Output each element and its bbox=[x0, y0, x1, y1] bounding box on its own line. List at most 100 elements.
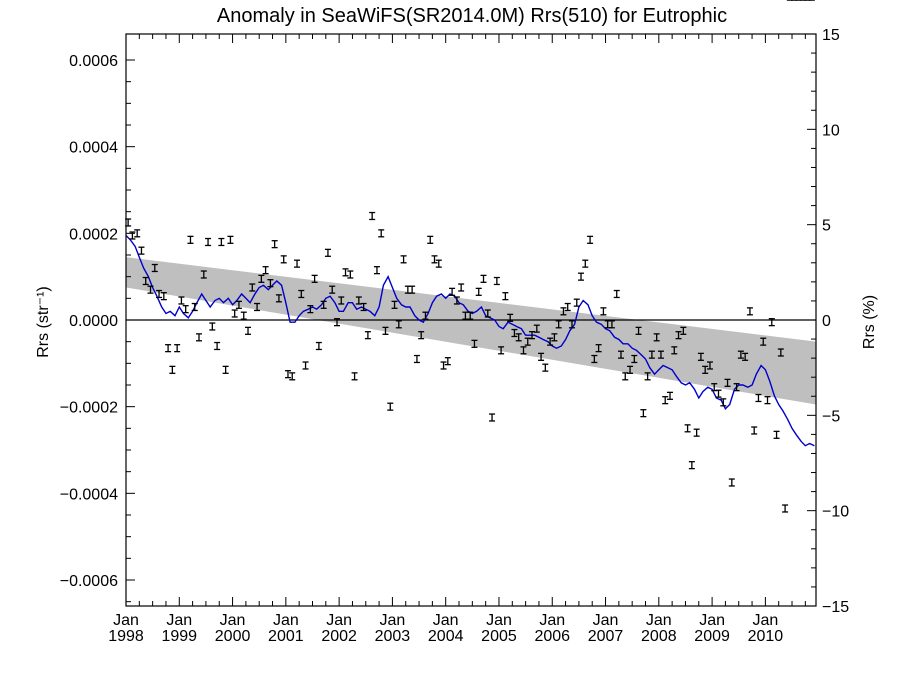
anomaly-point bbox=[294, 259, 301, 268]
anomaly-point bbox=[338, 296, 345, 305]
anomaly-point bbox=[440, 361, 447, 370]
x-tick-label-month: Jan bbox=[433, 612, 459, 629]
x-tick-label-month: Jan bbox=[220, 612, 246, 629]
anomaly-point bbox=[737, 350, 744, 359]
anomaly-point bbox=[222, 365, 229, 374]
anomaly-point bbox=[174, 344, 181, 353]
chart-title: Anomaly in SeaWiFS(SR2014.0M) Rrs(510) f… bbox=[217, 5, 727, 27]
anomaly-point bbox=[311, 274, 318, 283]
anomaly-point bbox=[631, 354, 638, 364]
anomaly-point bbox=[373, 266, 380, 275]
anomaly-point bbox=[409, 285, 416, 294]
anomaly-point bbox=[195, 333, 202, 342]
y-tick-label-left: −0.0006 bbox=[60, 573, 118, 590]
x-tick-label-year: 2002 bbox=[321, 628, 357, 645]
anomaly-point bbox=[205, 237, 212, 247]
anomaly-point bbox=[342, 268, 349, 277]
anomaly-point bbox=[782, 504, 789, 513]
anomaly-point bbox=[662, 396, 669, 405]
anomaly-point bbox=[582, 259, 589, 268]
anomaly-point bbox=[453, 296, 460, 305]
x-tick-label-month: Jan bbox=[539, 612, 565, 629]
x-tick-label-year: 2000 bbox=[215, 628, 251, 645]
y-tick-label-right: −5 bbox=[822, 408, 840, 425]
y-tick-label-right: 10 bbox=[822, 122, 840, 139]
anomaly-point bbox=[151, 263, 158, 273]
anomaly-point bbox=[667, 391, 674, 400]
anomaly-point bbox=[493, 276, 500, 286]
anomaly-point bbox=[520, 346, 527, 355]
y-tick-label-right: 0 bbox=[822, 313, 831, 330]
x-tick-label-year: 2007 bbox=[588, 628, 624, 645]
anomaly-point bbox=[227, 235, 234, 244]
y-tick-label-left: 0.0000 bbox=[69, 313, 118, 330]
anomaly-point bbox=[320, 300, 327, 309]
anomaly-point bbox=[773, 430, 780, 439]
anomaly-point bbox=[715, 389, 722, 398]
x-tick-label-month: Jan bbox=[113, 612, 139, 629]
anomaly-point bbox=[147, 285, 154, 294]
anomaly-point bbox=[134, 229, 141, 238]
anomaly-point bbox=[218, 237, 225, 247]
anomaly-point bbox=[542, 363, 549, 372]
anomaly-point bbox=[568, 320, 575, 329]
x-tick-label-year: 2004 bbox=[428, 628, 464, 645]
x-tick-label-month: Jan bbox=[646, 612, 672, 629]
anomaly-point bbox=[538, 352, 545, 361]
anomaly-point bbox=[617, 350, 624, 359]
anomaly-point bbox=[693, 428, 700, 437]
x-tick-label-year: 2001 bbox=[268, 628, 304, 645]
anomaly-point bbox=[324, 248, 331, 257]
anomaly-point bbox=[422, 311, 429, 320]
x-tick-label-year: 1998 bbox=[108, 628, 144, 645]
anomaly-point bbox=[444, 357, 451, 366]
anomaly-point bbox=[578, 272, 585, 281]
anomaly-point bbox=[551, 333, 558, 342]
anomaly-point bbox=[235, 300, 242, 309]
anomaly-point bbox=[142, 276, 149, 286]
anomaly-point bbox=[333, 318, 340, 327]
anomaly-point bbox=[608, 320, 615, 329]
anomaly-point bbox=[298, 289, 305, 299]
y-axis-label-right: Rrs (%) bbox=[861, 295, 878, 349]
anomaly-point bbox=[178, 296, 185, 305]
anomaly-point bbox=[302, 361, 309, 370]
anomaly-point bbox=[431, 255, 438, 264]
x-tick-label-month: Jan bbox=[752, 612, 778, 629]
x-tick-label-year: 2009 bbox=[694, 628, 730, 645]
anomaly-point bbox=[449, 287, 456, 296]
anomaly-point bbox=[329, 285, 336, 294]
x-tick-label-year: 2003 bbox=[375, 628, 411, 645]
anomaly-point bbox=[364, 331, 371, 340]
trend-band-layer bbox=[126, 257, 816, 405]
anomaly-point bbox=[688, 461, 695, 470]
anomaly-point bbox=[640, 409, 647, 418]
y-tick-label-right: 15 bbox=[822, 27, 840, 44]
anomaly-point bbox=[560, 307, 567, 316]
anomaly-point bbox=[360, 302, 367, 312]
anomaly-point bbox=[280, 255, 287, 264]
anomaly-point bbox=[382, 326, 389, 335]
y-tick-label-left: 0.0004 bbox=[69, 140, 118, 157]
anomaly-point bbox=[435, 259, 442, 268]
anomaly-point bbox=[511, 328, 518, 338]
anomaly-point bbox=[427, 235, 434, 244]
anomaly-point bbox=[697, 352, 704, 361]
anomaly-point bbox=[413, 354, 420, 364]
anomaly-points-layer bbox=[125, 0, 815, 513]
anomaly-point bbox=[684, 424, 691, 433]
anomaly-point bbox=[351, 372, 358, 381]
anomaly-point bbox=[627, 365, 634, 374]
anomaly-point bbox=[777, 348, 784, 357]
x-tick-label-year: 2010 bbox=[748, 628, 784, 645]
anomaly-point bbox=[475, 287, 482, 296]
anomaly-point bbox=[378, 229, 385, 238]
anomaly-point bbox=[555, 320, 562, 329]
anomaly-point bbox=[515, 333, 522, 342]
anomaly-point bbox=[635, 326, 642, 335]
anomaly-point bbox=[240, 311, 247, 320]
x-tick-label-month: Jan bbox=[486, 612, 512, 629]
anomaly-point bbox=[165, 344, 172, 353]
anomaly-point bbox=[284, 370, 291, 379]
anomaly-point bbox=[484, 309, 491, 318]
